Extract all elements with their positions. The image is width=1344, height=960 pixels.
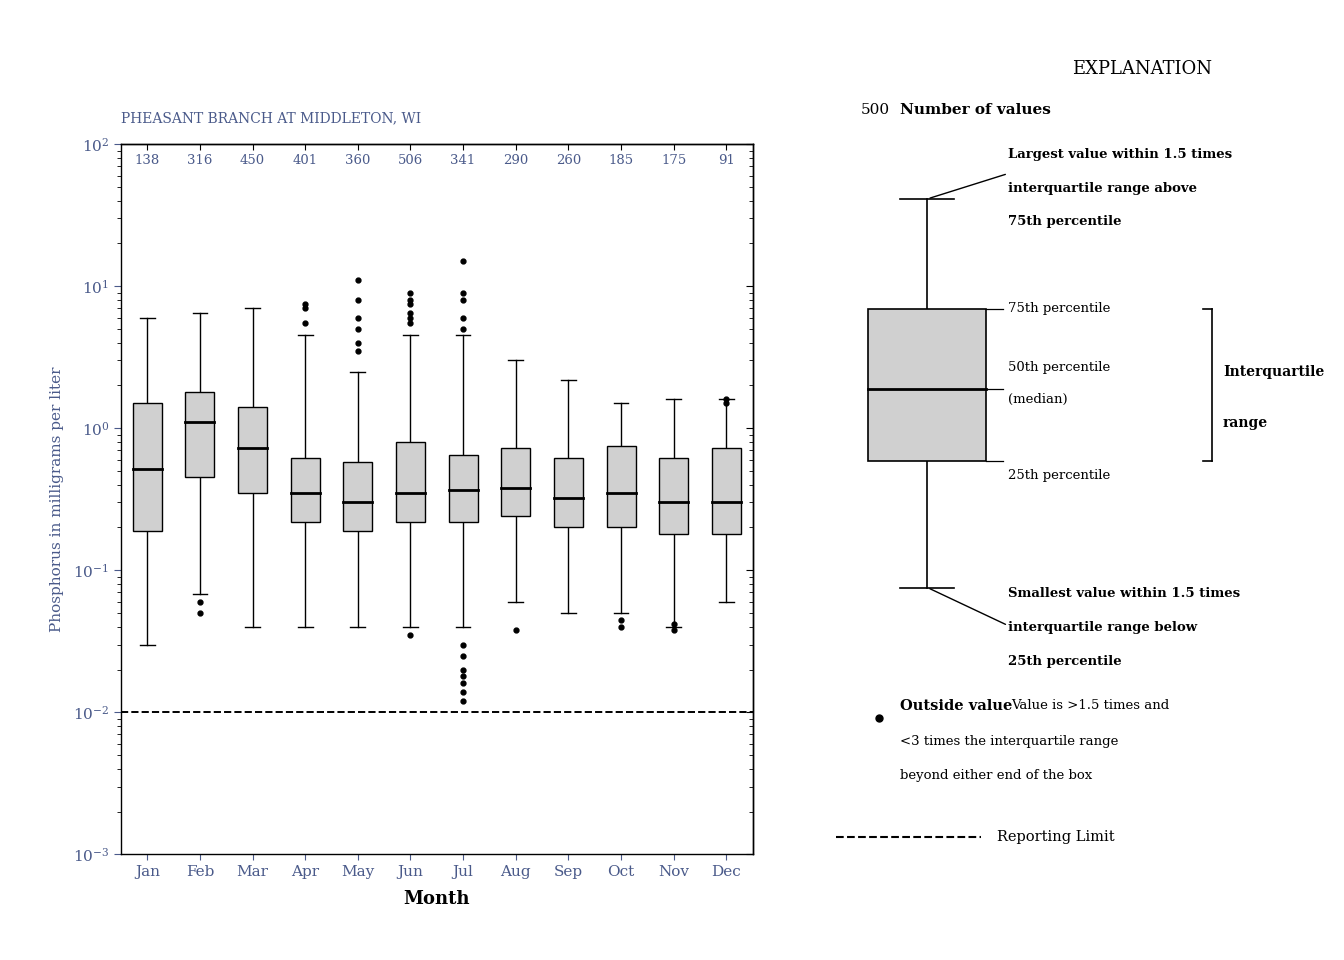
Bar [606,445,636,527]
Text: 506: 506 [398,154,423,167]
Text: 290: 290 [503,154,528,167]
Bar [133,403,161,531]
Text: 91: 91 [718,154,735,167]
Text: Smallest value within 1.5 times: Smallest value within 1.5 times [1008,588,1241,600]
Text: Value is >1.5 times and: Value is >1.5 times and [1011,699,1169,712]
Bar [343,462,372,531]
Text: interquartile range below: interquartile range below [1008,621,1198,634]
Text: 185: 185 [609,154,633,167]
Text: Reporting Limit: Reporting Limit [997,829,1116,844]
Text: 360: 360 [345,154,371,167]
Text: 25th percentile: 25th percentile [1008,469,1110,482]
Text: 25th percentile: 25th percentile [1008,655,1122,668]
Bar [396,442,425,521]
Text: range: range [1223,416,1269,430]
Text: (median): (median) [1008,394,1067,406]
Text: 175: 175 [661,154,687,167]
Text: 341: 341 [450,154,476,167]
Text: <3 times the interquartile range: <3 times the interquartile range [900,734,1118,748]
Text: 138: 138 [134,154,160,167]
Bar [659,458,688,534]
Text: 75th percentile: 75th percentile [1008,302,1110,315]
Text: 260: 260 [556,154,581,167]
Text: Largest value within 1.5 times: Largest value within 1.5 times [1008,148,1232,161]
Bar [554,458,583,527]
Text: 401: 401 [293,154,317,167]
Text: 316: 316 [187,154,212,167]
Bar [868,309,986,461]
Bar [712,448,741,534]
Text: Outside value: Outside value [900,699,1013,712]
Bar [449,455,477,521]
Text: 50th percentile: 50th percentile [1008,361,1110,373]
Y-axis label: Phosphorus in milligrams per liter: Phosphorus in milligrams per liter [51,367,65,632]
Text: EXPLANATION: EXPLANATION [1073,60,1212,78]
Bar [290,458,320,521]
X-axis label: Month: Month [403,890,470,908]
Text: 75th percentile: 75th percentile [1008,215,1121,228]
Bar [501,448,531,516]
Text: 450: 450 [241,154,265,167]
Bar [185,392,215,477]
Text: Number of values: Number of values [900,104,1051,117]
Text: interquartile range above: interquartile range above [1008,181,1198,195]
Text: Interquartile: Interquartile [1223,365,1324,379]
Text: 500: 500 [860,104,890,117]
Bar [238,407,267,492]
Text: PHEASANT BRANCH AT MIDDLETON, WI: PHEASANT BRANCH AT MIDDLETON, WI [121,110,421,125]
Text: beyond either end of the box: beyond either end of the box [900,769,1093,781]
